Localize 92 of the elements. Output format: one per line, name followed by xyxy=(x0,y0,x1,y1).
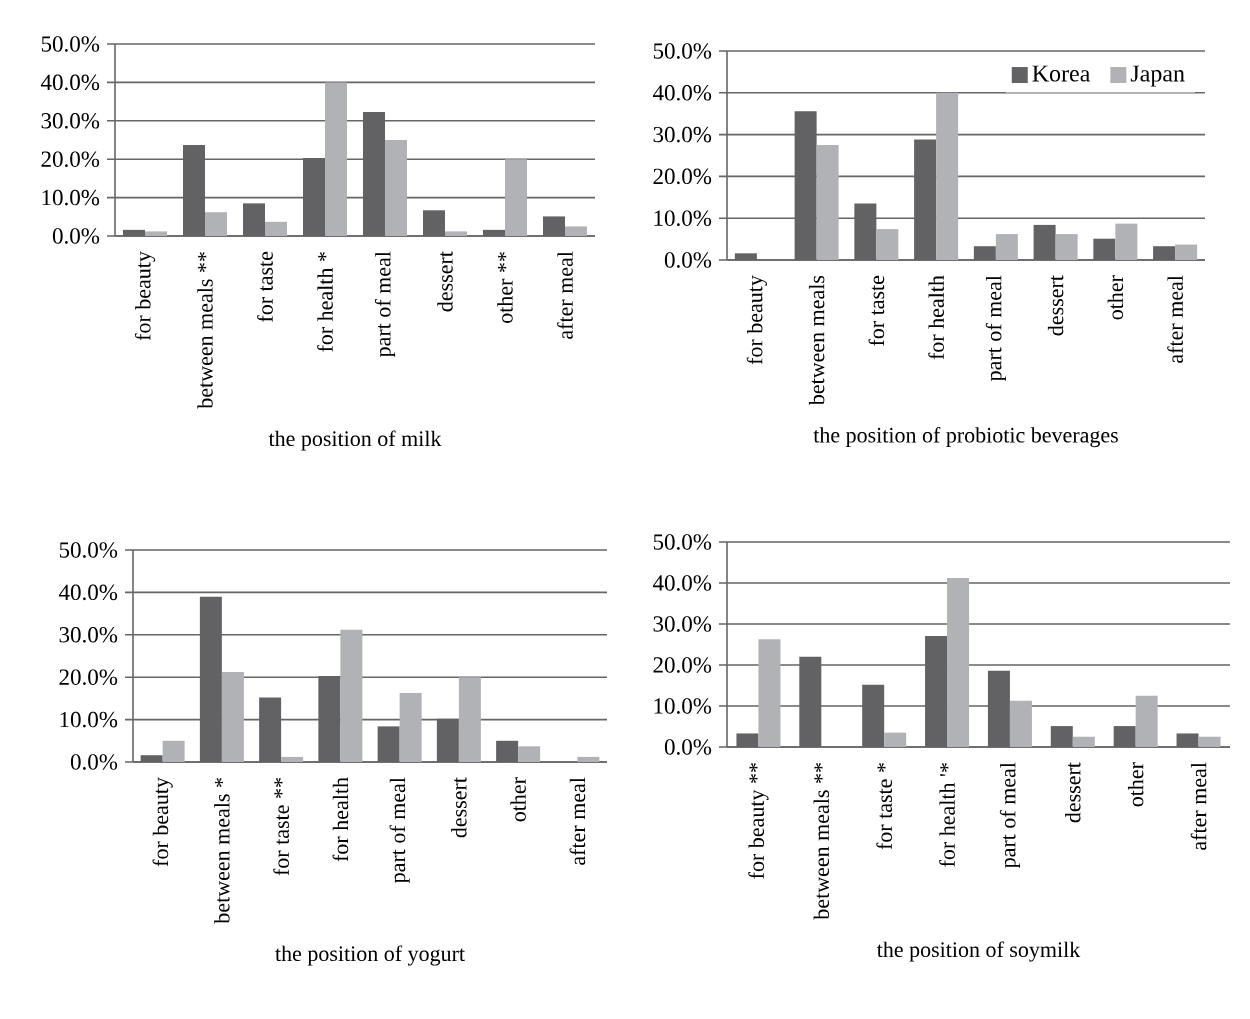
legend-label: Korea xyxy=(1032,65,1091,82)
x-tick-label: other xyxy=(510,777,526,822)
x-tick-label: dessert xyxy=(437,251,453,312)
bar xyxy=(281,756,304,762)
y-tick-label: 10.0% xyxy=(654,210,712,227)
x-tick-label: for taste xyxy=(257,251,273,322)
bar xyxy=(947,578,970,747)
bar xyxy=(458,677,481,762)
bar xyxy=(1175,244,1198,260)
y-tick-label: 40.0% xyxy=(652,575,712,591)
x-tick-label: other ** xyxy=(497,252,513,323)
x-tick-label: part of meal xyxy=(985,275,1006,382)
x-tick-label: between meals * xyxy=(214,778,230,924)
x-tick-label: for health xyxy=(928,275,944,360)
y-tick-label: 10.0% xyxy=(42,189,100,206)
bar xyxy=(1115,223,1138,260)
y-tick-label: 30.0% xyxy=(41,113,100,129)
bar xyxy=(995,234,1018,260)
x-tick-label: part of meal xyxy=(374,251,396,358)
bar xyxy=(221,672,244,762)
x-tick-label: between meals ** xyxy=(197,252,213,409)
bar xyxy=(399,692,422,762)
y-tick-label: 20.0% xyxy=(653,168,712,185)
x-tick-label: between meals ** xyxy=(813,763,830,920)
y-tick-label: 10.0% xyxy=(60,711,118,728)
bar xyxy=(340,629,363,762)
bar xyxy=(1009,700,1032,747)
y-tick-label: 20.0% xyxy=(59,669,118,685)
y-tick-label: 50.0% xyxy=(653,43,712,59)
bar xyxy=(444,231,467,237)
x-tick-label: for beauty xyxy=(746,275,767,365)
x-axis-title: the position of soymilk xyxy=(876,941,1081,962)
x-tick-label: dessert xyxy=(451,777,467,838)
bar xyxy=(162,740,185,762)
x-tick-label: part of meal xyxy=(389,777,410,883)
bar xyxy=(205,212,227,237)
bar xyxy=(816,145,839,260)
y-tick-label: 30.0% xyxy=(653,126,712,143)
bar xyxy=(325,82,347,237)
y-tick-label: 50.0% xyxy=(653,534,712,550)
bar xyxy=(936,92,959,260)
bar xyxy=(145,231,167,237)
y-tick-label: 50.0% xyxy=(41,36,100,52)
x-axis-title: the position of probiotic beverages xyxy=(813,426,1118,448)
y-tick-label: 40.0% xyxy=(58,584,118,601)
bar xyxy=(1135,695,1158,747)
bar xyxy=(1072,736,1095,747)
y-tick-label: 40.0% xyxy=(652,85,712,101)
x-axis-title: the position of milk xyxy=(268,430,442,451)
x-tick-label: for health * xyxy=(317,252,333,352)
x-axis-title: the position of yogurt xyxy=(275,945,465,966)
y-tick-label: 50.0% xyxy=(59,542,118,558)
x-tick-label: other xyxy=(1127,762,1144,807)
y-tick-label: 0.0% xyxy=(664,739,712,755)
bar xyxy=(265,221,287,237)
x-tick-label: after meal xyxy=(569,777,586,865)
x-tick-label: dessert xyxy=(1065,762,1081,823)
x-tick-label: for taste ** xyxy=(273,778,289,876)
bar xyxy=(518,746,541,762)
x-tick-label: dessert xyxy=(1047,275,1064,336)
bar xyxy=(1198,736,1221,747)
bar xyxy=(1055,234,1078,260)
y-tick-label: 30.0% xyxy=(59,627,118,643)
bar xyxy=(564,226,587,237)
bar xyxy=(504,159,527,237)
y-tick-label: 0.0% xyxy=(52,228,100,244)
bar xyxy=(884,732,907,747)
bar xyxy=(577,756,600,762)
y-tick-label: 40.0% xyxy=(40,74,100,91)
x-tick-label: for beauty xyxy=(152,777,173,867)
y-tick-label: 20.0% xyxy=(653,657,712,673)
y-tick-label: 20.0% xyxy=(41,151,100,168)
x-tick-label: after meal xyxy=(557,251,573,339)
bar xyxy=(876,229,899,260)
y-tick-label: 10.0% xyxy=(654,698,712,714)
bar xyxy=(384,140,407,237)
x-tick-label: for taste xyxy=(868,275,885,346)
x-tick-label: between meals xyxy=(808,275,825,406)
x-tick-label: for taste * xyxy=(876,763,893,850)
y-tick-label: 0.0% xyxy=(664,252,712,268)
x-tick-label: after meal xyxy=(1167,275,1183,363)
x-tick-label: for health xyxy=(332,777,349,862)
x-tick-label: after meal xyxy=(1190,762,1207,850)
y-tick-label: 30.0% xyxy=(653,616,712,632)
x-tick-label: other xyxy=(1107,275,1124,320)
legend-label: Japan xyxy=(1130,65,1185,87)
x-tick-label: for health '* xyxy=(939,763,955,867)
x-tick-label: for beauty xyxy=(134,251,156,341)
x-tick-label: for beauty ** xyxy=(748,763,769,879)
bar xyxy=(758,639,781,747)
x-tick-label: part of meal xyxy=(999,762,1020,868)
y-tick-label: 0.0% xyxy=(70,754,118,770)
